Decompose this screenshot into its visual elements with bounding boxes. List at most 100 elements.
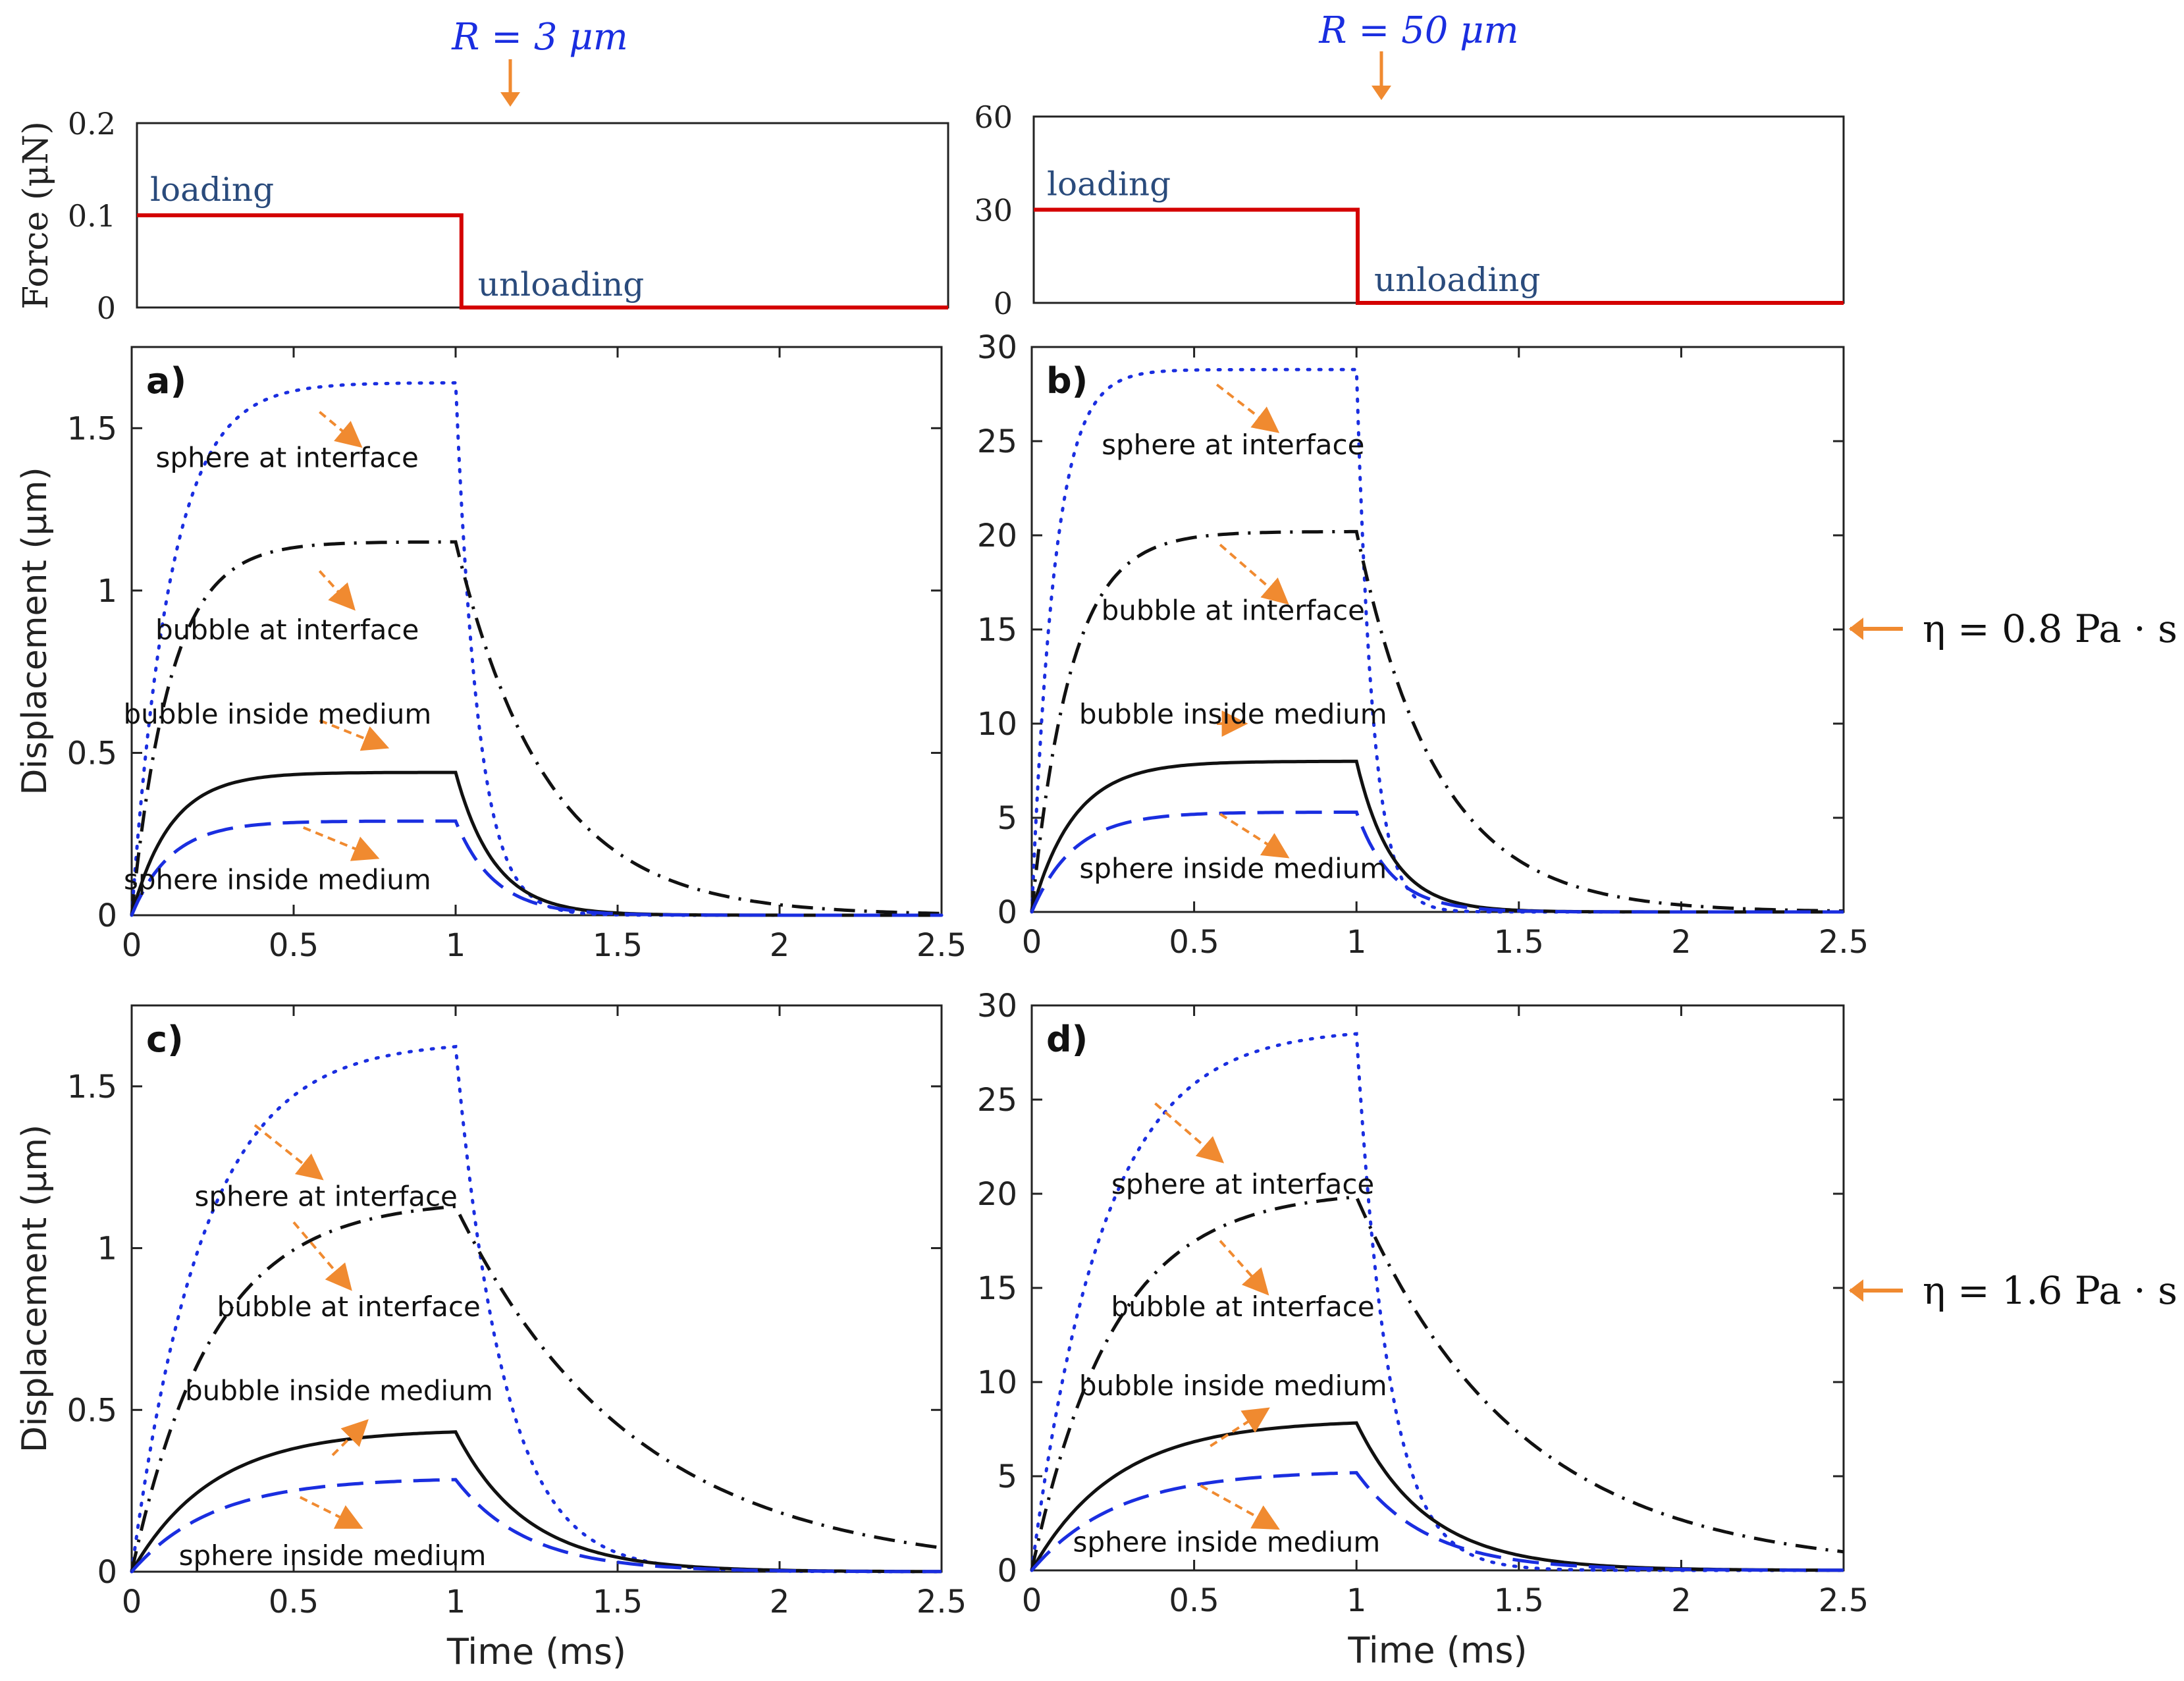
panel-b-ytick-label: 10 <box>977 706 1017 743</box>
panel-a: 0 0.5 1 1.5 2 2.5 0 0.5 1 1.5 sphere at interface b… <box>15 346 967 964</box>
panel-a-series-label: bubble at interface <box>155 614 419 646</box>
panel-c-xlabel: Time (ms) <box>446 1631 626 1672</box>
panel-c-letter: c) <box>146 1019 184 1060</box>
panel-c-xtick-label: 1 <box>446 1584 466 1620</box>
force_right-panel: 0 30 60 loading unloading <box>974 99 1845 321</box>
panel-c-label-arrow <box>331 1419 369 1456</box>
panel-c-series-label: sphere at interface <box>194 1181 457 1213</box>
force_left-ytick-label: 0.2 <box>68 106 116 142</box>
panel-d-series-label: sphere at interface <box>1111 1168 1374 1200</box>
panel-c-series-sphere-at-interface <box>130 1044 944 1574</box>
panel-b-xtick-label: 1 <box>1346 924 1367 961</box>
force_left-loading-label: loading <box>150 171 274 209</box>
panel-b-xtick-label: 0 <box>1022 924 1042 961</box>
panel-a-ytick-label: 0 <box>97 897 117 934</box>
panel-a-series-bubble-inside-medium <box>130 770 942 917</box>
panel-d-xtick-label: 0.5 <box>1169 1582 1219 1619</box>
panel-d-series-label: sphere inside medium <box>1073 1526 1380 1558</box>
panel-c-label-arrow <box>253 1124 324 1181</box>
panel-d-series-bubble-at-interface <box>1030 1195 1844 1571</box>
panel-c-frame <box>130 1004 943 1573</box>
panel-c-series-sphere-inside-medium <box>130 1478 942 1574</box>
panel-c-ytick-label: 0 <box>97 1554 117 1591</box>
right-param-label: R = 50 μm <box>1318 9 1518 52</box>
panel-d-ytick-label: 25 <box>977 1082 1017 1119</box>
panel-a-xtick-label: 0 <box>122 927 142 964</box>
panel-c-xtick-label: 0.5 <box>269 1584 319 1620</box>
panel-b-series-label: bubble inside medium <box>1079 698 1387 730</box>
force_left-force-line <box>137 213 948 309</box>
panel-a-label-arrow <box>319 411 363 448</box>
panel-c-ytick-label: 1 <box>97 1231 117 1267</box>
force_left-ytick-label: 0.1 <box>68 198 116 234</box>
panel-c: 0 0.5 1 1.5 2 2.5 0 0.5 1 1.5 sphere at interface b… <box>15 1004 967 1672</box>
bottom-eta-arrow-head <box>1849 1279 1863 1302</box>
panel-b-series-sphere-inside-medium <box>1030 811 1844 914</box>
panel-a-label-arrow <box>318 570 356 611</box>
panel-d-xtick-label: 1 <box>1346 1582 1367 1619</box>
panel-a-ytick-label: 1 <box>97 573 117 610</box>
force_left-ylabel: Force (μN) <box>16 121 56 309</box>
panel-d-xtick-label: 2 <box>1671 1582 1691 1619</box>
panel-a-label-arrow <box>319 719 390 751</box>
panel-d-ytick-label: 5 <box>997 1458 1017 1495</box>
panel-c-label-arrow <box>292 1221 352 1291</box>
force_right-force-line <box>1034 207 1844 305</box>
panel-d-xtick-label: 1.5 <box>1494 1582 1544 1619</box>
panel-a-ytick-label: 0.5 <box>67 735 117 772</box>
top-eta-arrow-head <box>1849 618 1863 640</box>
bottom-eta-label: η = 1.6 Pa · s <box>1923 1268 2177 1313</box>
panel-a-ytick-label: 1.5 <box>67 410 117 447</box>
top-eta-label: η = 0.8 Pa · s <box>1923 606 2177 651</box>
panel-a-series-label: bubble inside medium <box>124 698 432 730</box>
panel-b-letter: b) <box>1046 360 1088 402</box>
panel-b-ytick-label: 15 <box>977 612 1017 649</box>
panel-c-series-bubble-inside-medium <box>130 1430 942 1574</box>
panel-d-frame <box>1030 1004 1845 1572</box>
force_left-unloading-label: unloading <box>478 265 645 304</box>
panel-d-series-label: bubble at interface <box>1111 1291 1374 1323</box>
panel-a-letter: a) <box>146 360 186 402</box>
panel-b-xtick-label: 2 <box>1671 924 1691 961</box>
panel-d-xtick-label: 2.5 <box>1819 1582 1869 1619</box>
panel-c-series-label: bubble inside medium <box>185 1375 493 1407</box>
panel-c-ytick-label: 1.5 <box>67 1069 117 1106</box>
force_right-ytick-label: 0 <box>994 286 1013 321</box>
panel-d-label-arrow <box>1200 1484 1280 1530</box>
panel-b: 0 0.5 1 1.5 2 2.5 0 5 10 15 20 25 30 sphere at interf… <box>977 329 1869 961</box>
panel-c-ytick-label: 0.5 <box>67 1392 117 1429</box>
panel-d-label-arrow <box>1210 1407 1270 1447</box>
panel-a-ylabel: Displacement (μm) <box>15 467 55 795</box>
panel-b-label-arrow <box>1219 813 1290 859</box>
panel-b-label-arrow <box>1219 543 1289 605</box>
right-param-arrow-head <box>1372 86 1391 100</box>
panel-b-series-label: sphere at interface <box>1102 429 1364 461</box>
panel-b-ytick-label: 5 <box>997 800 1017 837</box>
left-param-label: R = 3 μm <box>451 16 628 59</box>
panel-a-series-label: sphere at interface <box>155 441 418 473</box>
panel-d-letter: d) <box>1046 1019 1088 1060</box>
panel-d-series-sphere-at-interface <box>1030 1032 1846 1572</box>
panel-d-series-label: bubble inside medium <box>1079 1370 1387 1402</box>
panel-d-ytick-label: 30 <box>977 988 1017 1025</box>
panel-b-ytick-label: 30 <box>977 329 1017 366</box>
force_right-unloading-label: unloading <box>1374 261 1541 299</box>
panel-c-xtick-label: 1.5 <box>593 1584 643 1620</box>
panel-b-series-label: sphere inside medium <box>1079 853 1387 885</box>
panel-d-label-arrow <box>1154 1102 1225 1163</box>
panel-d: 0 0.5 1 1.5 2 2.5 0 5 10 15 20 25 30 sphere at interf… <box>977 988 1869 1671</box>
panel-b-series-label: bubble at interface <box>1102 595 1365 627</box>
force_right-ytick-label: 30 <box>974 193 1013 228</box>
panel-c-series-label: sphere inside medium <box>179 1539 487 1572</box>
panel-d-series-sphere-inside-medium <box>1030 1471 1844 1572</box>
force_right-loading-label: loading <box>1047 165 1171 203</box>
panel-d-ytick-label: 10 <box>977 1364 1017 1401</box>
panel-b-xtick-label: 2.5 <box>1819 924 1869 961</box>
panel-a-xtick-label: 2 <box>770 927 790 964</box>
left-param-arrow-head <box>500 92 520 107</box>
panel-c-label-arrow <box>299 1496 363 1529</box>
panel-a-label-arrow <box>303 826 380 861</box>
panel-d-ytick-label: 15 <box>977 1270 1017 1307</box>
